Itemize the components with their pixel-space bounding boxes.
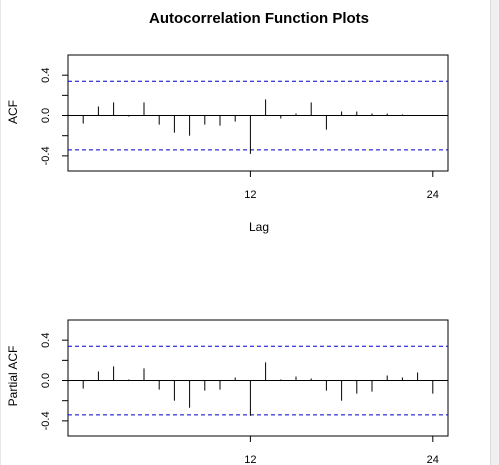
pacf-x-tick-label: 12 (244, 454, 256, 465)
acf-y-tick-label: -0.4 (40, 146, 52, 165)
acf-y-axis-label: ACF (6, 100, 20, 124)
window-edge-strip (490, 0, 499, 465)
acf-x-axis-label: Lag (249, 220, 269, 234)
chart-title: Autocorrelation Function Plots (149, 10, 369, 27)
acf-plot-frame (67, 54, 449, 172)
pacf-panel: 12 24 0.4 0.0 -0.4 (40, 319, 449, 465)
pacf-x-tick-label: 24 (427, 454, 439, 465)
pacf-plot-frame (67, 319, 449, 437)
acf-panel: 12 24 0.4 0.0 -0.4 (40, 54, 449, 201)
acf-pacf-figure: Autocorrelation Function Plots 12 24 0.4 0.… (6, 10, 449, 465)
acf-x-tick-label: 12 (244, 189, 256, 201)
acf-y-tick-label: 0.4 (40, 68, 52, 83)
acf-x-tick-label: 24 (427, 189, 439, 201)
pacf-y-tick-label: 0.4 (40, 333, 52, 348)
pacf-y-tick-label: -0.4 (40, 411, 52, 430)
acf-y-tick-label: 0.0 (40, 108, 52, 123)
pacf-y-tick-label: 0.0 (40, 373, 52, 388)
pacf-y-axis-label: Partial ACF (6, 346, 20, 407)
